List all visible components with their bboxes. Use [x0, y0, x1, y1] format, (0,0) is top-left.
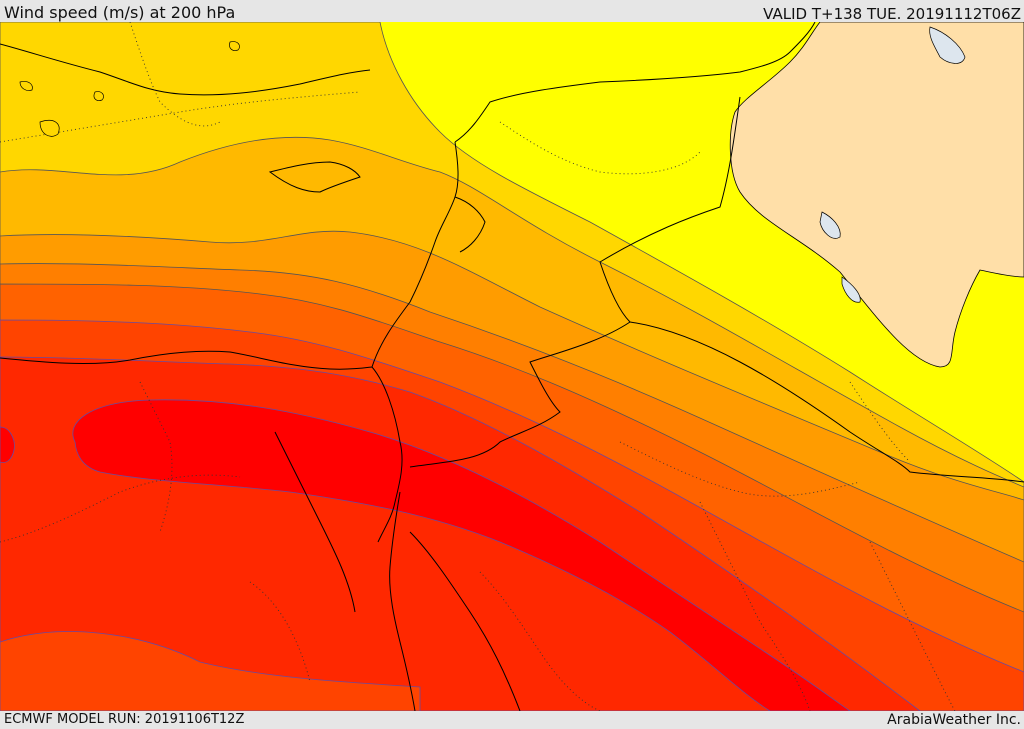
country-borders — [0, 22, 1024, 711]
band-6-lower-patch — [0, 631, 421, 711]
lake-3 — [841, 276, 861, 303]
wind-speed-map — [0, 22, 1024, 711]
band-9-left-lobe — [0, 426, 15, 463]
header-bar: Wind speed (m/s) at 200 hPa VALID T+138 … — [0, 0, 1024, 23]
islands — [19, 41, 240, 137]
model-run-label: ECMWF MODEL RUN: 20191106T12Z — [4, 712, 245, 727]
lake-2 — [819, 211, 841, 239]
lake-1 — [929, 26, 966, 64]
footer-bar: ECMWF MODEL RUN: 20191106T12Z ArabiaWeat… — [0, 711, 1024, 729]
land-mask-area — [729, 22, 1024, 368]
band-9-jet-core — [72, 399, 851, 711]
valid-time: VALID T+138 TUE. 20191112T06Z — [763, 5, 1021, 23]
map-title: Wind speed (m/s) at 200 hPa — [4, 3, 236, 22]
credit-label: ArabiaWeather Inc. — [887, 712, 1021, 728]
